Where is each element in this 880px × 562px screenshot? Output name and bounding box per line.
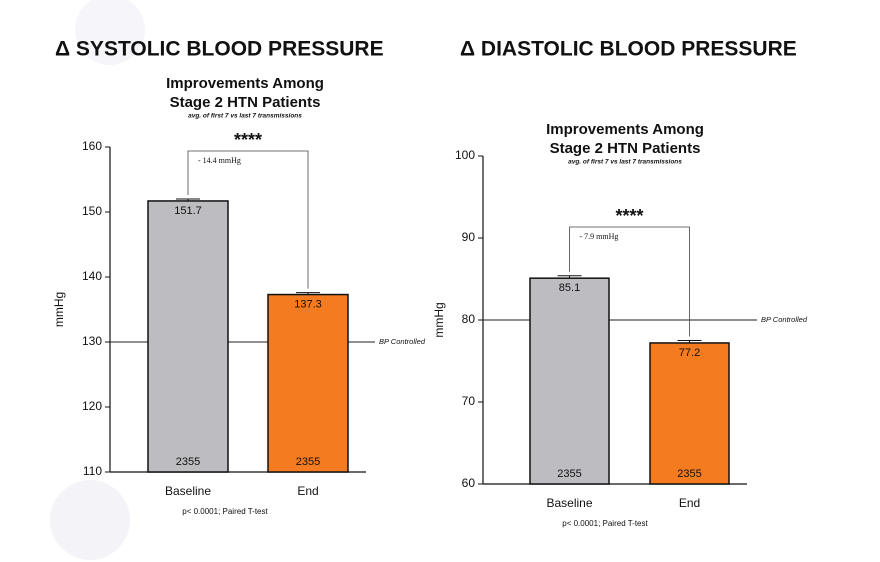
significance-label: **** bbox=[234, 130, 262, 150]
chart-title: Stage 2 HTN Patients bbox=[170, 94, 321, 111]
y-tick-label: 110 bbox=[83, 464, 102, 478]
footnote: p< 0.0001; Paired T-test bbox=[562, 519, 648, 528]
chart-subtitle: avg. of first 7 vs last 7 transmissions bbox=[568, 159, 682, 166]
value-label: 77.2 bbox=[679, 347, 700, 359]
count-label: 2355 bbox=[296, 456, 320, 468]
chart-subtitle: avg. of first 7 vs last 7 transmissions bbox=[188, 113, 302, 120]
section-header: Δ DIASTOLIC BLOOD PRESSURE bbox=[460, 38, 797, 61]
y-axis-label: mmHg bbox=[52, 292, 66, 327]
count-label: 2355 bbox=[176, 456, 200, 468]
bar bbox=[267, 293, 349, 473]
reference-label: BP Controlled bbox=[379, 337, 426, 346]
significance-bracket bbox=[569, 226, 690, 337]
bar bbox=[529, 277, 610, 485]
section-header: Δ SYSTOLIC BLOOD PRESSURE bbox=[55, 38, 384, 61]
y-tick-label: 60 bbox=[462, 476, 476, 490]
footnote: p< 0.0001; Paired T-test bbox=[182, 507, 268, 516]
y-tick-label: 100 bbox=[455, 148, 475, 162]
y-tick-label: 150 bbox=[82, 204, 102, 218]
count-label: 2355 bbox=[557, 468, 581, 480]
chart-title: Improvements Among bbox=[546, 121, 704, 138]
significance-bracket bbox=[187, 150, 309, 289]
y-tick-label: 130 bbox=[82, 334, 102, 348]
y-tick-label: 160 bbox=[82, 139, 102, 153]
chart-title: Stage 2 HTN Patients bbox=[550, 140, 701, 157]
y-tick-label: 140 bbox=[82, 269, 102, 283]
value-label: 137.3 bbox=[294, 298, 322, 310]
y-tick-label: 80 bbox=[462, 312, 476, 326]
y-axis-label: mmHg bbox=[432, 302, 446, 337]
y-tick-label: 90 bbox=[462, 230, 476, 244]
y-tick-label: 120 bbox=[82, 399, 102, 413]
value-label: 85.1 bbox=[559, 282, 580, 294]
bar bbox=[649, 342, 730, 485]
y-tick-label: 70 bbox=[462, 394, 476, 408]
count-label: 2355 bbox=[677, 468, 701, 480]
x-tick-label: End bbox=[297, 484, 318, 498]
value-label: 151.7 bbox=[174, 205, 202, 217]
x-tick-label: Baseline bbox=[165, 484, 211, 498]
chart-title: Improvements Among bbox=[166, 75, 324, 92]
x-tick-label: Baseline bbox=[546, 496, 592, 510]
decor-circle bbox=[50, 480, 130, 560]
difference-label: - 14.4 mmHg bbox=[198, 156, 241, 165]
bar bbox=[147, 200, 229, 473]
significance-label: **** bbox=[615, 206, 643, 226]
x-tick-label: End bbox=[679, 496, 700, 510]
difference-label: - 7.9 mmHg bbox=[580, 232, 619, 241]
reference-label: BP Controlled bbox=[761, 315, 808, 324]
decor-circle bbox=[75, 0, 145, 65]
